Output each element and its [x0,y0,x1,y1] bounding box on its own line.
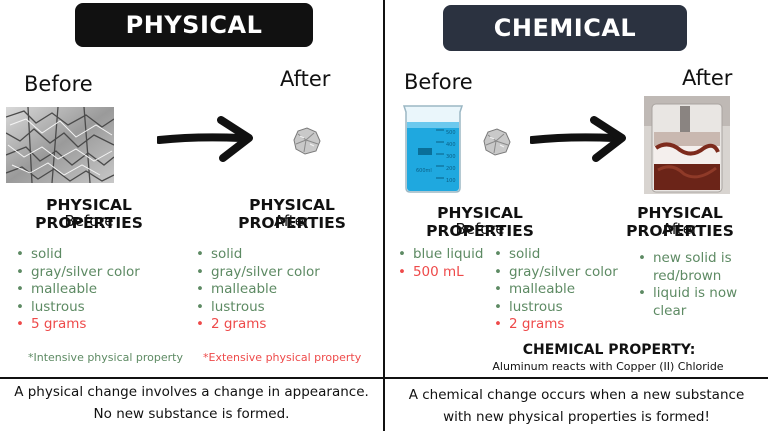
chemical-property-heading: CHEMICAL PROPERTY: [522,342,696,358]
chemical-after-props-heading: PHYSICAL PROPERTIES [626,204,734,240]
physical-arrow-icon [157,116,253,162]
list-item: lustrous [494,299,618,317]
chemical-before-label: Before [404,70,473,94]
beaker-blue-liquid-image: 500 400 300 200 100 600ml [400,102,468,194]
list-item: 2 grams [196,316,320,334]
physical-footer: A physical change involves a change in a… [0,381,383,425]
physical-before-props-heading: PHYSICAL PROPERTIES [35,196,143,232]
physical-before-list: solid gray/silver color malleable lustro… [16,246,140,334]
beaker-marks: 500 400 300 200 100 [446,127,456,187]
extensive-note: *Extensive physical property [203,351,362,364]
chemical-solid-list: solid gray/silver color malleable lustro… [494,246,618,334]
aluminum-foil-sheet-image [5,106,115,184]
chemical-liquid-list: blue liquid 500 mL [398,246,483,281]
list-item: solid [494,246,618,264]
chemical-property-text: Aluminum reacts with Copper (II) Chlorid… [492,360,724,373]
list-item: 500 mL [398,264,483,282]
chemical-before-props-sub: Before [455,220,505,238]
list-item: solid [16,246,140,264]
chemical-arrow-icon [530,116,626,162]
list-item: gray/silver color [196,264,320,282]
physical-before-label: Before [24,72,93,96]
beaker-mark: 100 [446,178,456,184]
chemical-after-props-sub: After [661,220,699,238]
vertical-divider [383,0,385,431]
physical-after-props-sub: After [273,212,311,230]
beaker-mark: 400 [446,142,456,148]
physical-after-list: solid gray/silver color malleable lustro… [196,246,320,334]
physical-footer-line1: A physical change involves a change in a… [14,384,369,400]
reacted-beaker-image [644,96,730,194]
physical-before-props-sub: Before [64,212,114,230]
list-item: new solid is [638,250,737,268]
physical-after-props-heading: PHYSICAL PROPERTIES [238,196,346,232]
list-item: 2 grams [494,316,618,334]
list-item: solid [196,246,320,264]
list-item: malleable [494,281,618,299]
physical-footer-line2: No new substance is formed. [93,406,290,422]
list-item: lustrous [16,299,140,317]
beaker-mark: 200 [446,166,456,172]
beaker-mark: 500 [446,130,456,136]
beaker-volume: 600ml [416,168,432,174]
list-item-continued: red/brown [653,267,722,284]
chemical-change-title: CHEMICAL CHANGE [443,5,687,88]
chemical-footer-line1: A chemical change occurs when a new subs… [408,387,745,403]
list-item: 5 grams [16,316,140,334]
list-item: liquid is now [638,285,737,303]
chemical-after-list: new solid is red/brown liquid is now cle… [638,250,737,320]
chemical-before-props-heading: PHYSICAL PROPERTIES [426,204,534,240]
beaker-mark: 300 [446,154,456,160]
physical-change-title: PHYSICAL CHANGE [75,3,313,83]
intensive-note: *Intensive physical property [28,351,184,364]
list-item: gray/silver color [494,264,618,282]
list-item-continued: clear [653,302,687,319]
list-item: blue liquid [398,246,483,264]
foil-ball-image [290,126,322,160]
chemical-footer: A chemical change occurs when a new subs… [385,384,768,428]
chemical-footer-line2: with new physical properties is formed! [443,409,710,425]
list-item: malleable [16,281,140,299]
horizontal-divider [0,377,768,379]
physical-after-label: After [280,67,331,91]
list-item: lustrous [196,299,320,317]
list-item: malleable [196,281,320,299]
foil-ball-image [480,127,512,161]
chemical-after-label: After [682,66,733,90]
list-item: gray/silver color [16,264,140,282]
